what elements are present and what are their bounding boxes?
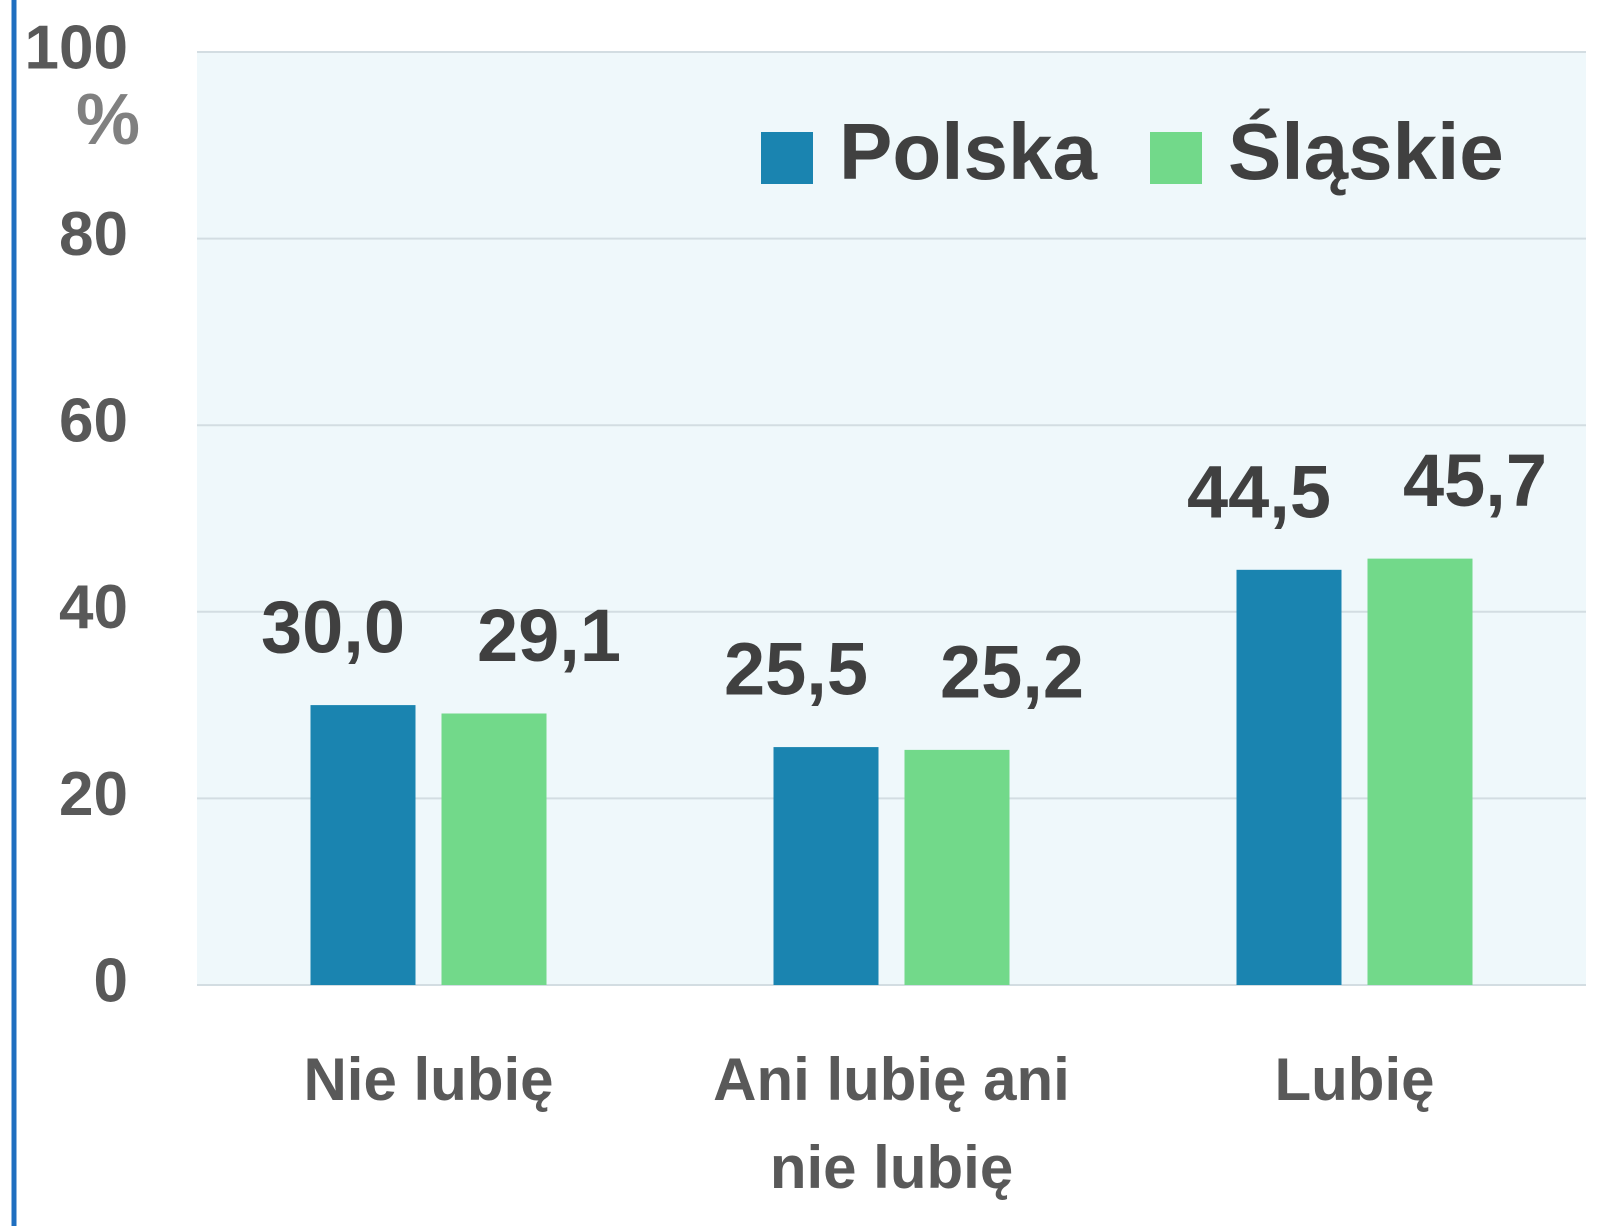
x-tick-label: Lubię bbox=[1274, 1046, 1435, 1113]
bar bbox=[1367, 558, 1473, 985]
bar bbox=[1236, 569, 1342, 985]
y-tick-label: 40 bbox=[59, 573, 128, 642]
bar bbox=[310, 705, 416, 985]
value-label: 44,5 bbox=[1187, 450, 1331, 533]
x-tick-label: Nie lubię bbox=[303, 1046, 554, 1113]
y-tick-label: 80 bbox=[59, 200, 128, 269]
value-label: 25,5 bbox=[724, 628, 868, 711]
legend-swatch bbox=[1150, 132, 1202, 184]
value-label: 30,0 bbox=[261, 586, 405, 669]
value-label: 45,7 bbox=[1403, 439, 1547, 522]
y-tick-label: 100 bbox=[25, 13, 128, 82]
plot-area bbox=[197, 52, 1586, 985]
legend-label: Polska bbox=[839, 107, 1097, 196]
y-tick-label: 60 bbox=[59, 387, 128, 456]
bar bbox=[904, 749, 1010, 985]
bar bbox=[773, 747, 879, 985]
x-tick-label: Ani lubię ani nie lubię bbox=[713, 1046, 1070, 1201]
legend-swatch bbox=[761, 132, 813, 184]
bar bbox=[441, 713, 547, 985]
value-label: 29,1 bbox=[477, 594, 621, 677]
legend-label: Śląskie bbox=[1228, 107, 1504, 196]
y-tick-label: 0 bbox=[94, 946, 128, 1015]
value-label: 25,2 bbox=[940, 630, 1084, 713]
y-tick-label: 20 bbox=[59, 760, 128, 829]
y-unit: % bbox=[76, 80, 140, 160]
